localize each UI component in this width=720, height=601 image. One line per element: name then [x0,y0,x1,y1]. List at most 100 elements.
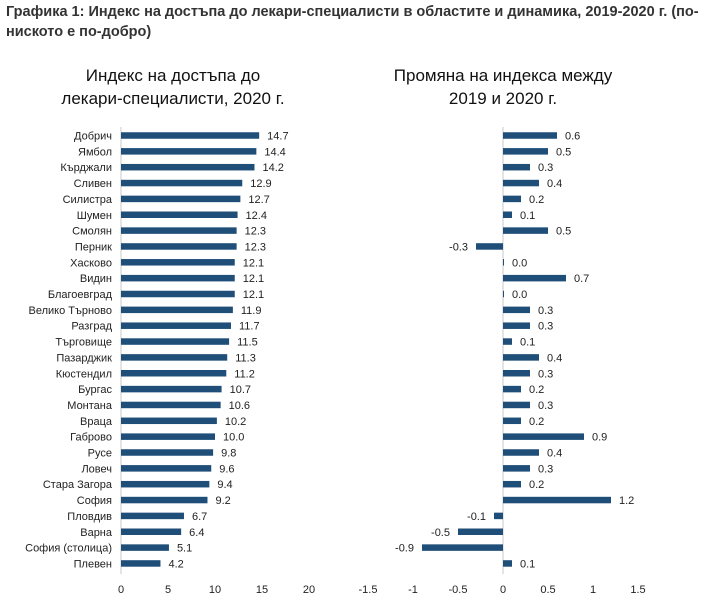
change-data-label: 0.2 [529,194,544,206]
index-bar [121,227,237,234]
category-label: Пловдив [67,511,112,523]
change-bar [503,449,539,456]
index-data-label: 9.2 [215,495,230,507]
category-label: Велико Търново [28,305,112,317]
index-data-label: 11.5 [237,337,258,349]
category-label: Кърджали [60,162,112,174]
index-data-label: 12.9 [250,178,271,190]
index-data-label: 12.3 [245,241,266,253]
index-data-label: 14.7 [267,131,288,143]
index-bar [121,433,215,440]
right-chart-title-line-1: Промяна на индекса между [394,66,613,85]
index-bar [121,211,238,218]
change-bar [503,465,530,472]
category-label: Плевен [74,558,112,570]
index-bar [121,370,227,377]
change-bar [503,132,557,139]
index-data-label: 4.2 [168,558,183,570]
left-x-tick-label: 10 [209,584,221,596]
change-bar [503,259,504,266]
change-data-label: 0.7 [574,273,589,285]
index-data-label: 10.6 [229,400,250,412]
index-bar [121,338,230,345]
index-bar [121,417,217,425]
index-data-label: 12.1 [243,257,264,269]
change-bar [503,322,530,329]
right-x-tick-label: -1.5 [359,584,378,596]
right-chart-plot: 0.60.50.30.40.20.10.5-0.30.00.70.00.30.3… [359,127,646,596]
category-label: Стара Загора [43,479,113,491]
category-label: Бургас [78,384,112,396]
change-data-label: 0.4 [547,352,562,364]
change-bar [503,354,539,361]
index-data-label: 12.7 [248,194,269,206]
change-data-label: 0.4 [547,178,562,190]
index-bar [121,290,235,298]
index-data-label: 14.2 [262,162,283,174]
index-bar [121,259,235,266]
index-data-label: 9.8 [221,448,236,460]
category-label: Разград [71,321,112,333]
change-bar [503,195,521,203]
change-data-label: 0.1 [520,210,535,222]
change-bar [503,148,548,155]
change-bar [503,338,512,345]
change-bar [422,544,503,551]
index-data-label: 11.2 [234,368,255,380]
index-data-label: 11.7 [239,321,260,333]
change-data-label: 0.2 [529,416,544,428]
index-data-label: 9.6 [219,463,234,475]
index-data-label: 5.1 [177,543,192,555]
change-data-label: 0.3 [538,162,553,174]
index-bar [121,243,237,250]
left-x-tick-label: 0 [118,584,124,596]
index-data-label: 6.7 [192,511,207,523]
change-data-label: 0.3 [538,305,553,317]
left-chart-title-line-2: лекари-специалисти, 2020 г. [61,89,284,108]
right-x-tick-label: -0.5 [449,584,468,596]
left-chart: Индекс на достъпа до лекари-специалисти,… [25,66,315,596]
index-data-label: 12.1 [243,273,264,285]
change-bar [503,417,521,425]
index-data-label: 10.2 [225,416,246,428]
index-bar [121,560,161,567]
index-bar [121,322,231,329]
change-bar [503,179,539,187]
change-bar [494,512,503,520]
change-bar [503,560,512,567]
change-data-label: 0.5 [556,146,571,158]
category-label: Перник [75,241,112,253]
index-data-label: 11.9 [241,305,262,317]
category-label: Търговище [55,337,112,349]
change-bar [503,385,521,393]
left-x-tick-label: 5 [165,584,171,596]
category-label: София [77,495,112,507]
index-bar [121,512,184,520]
change-bar [503,496,611,504]
chart-heading: Графика 1: Индекс на достъпа до лекари-с… [6,4,699,40]
index-bar [121,528,182,535]
category-label: Русе [88,448,112,460]
change-data-label: 0.2 [529,479,544,491]
category-label: Враца [80,416,113,428]
change-bar [503,274,566,282]
index-data-label: 12.3 [245,226,266,238]
change-data-label: 0.4 [547,448,562,460]
right-chart: Промяна на индекса между 2019 и 2020 г. … [359,66,646,596]
index-data-label: 14.4 [264,146,285,158]
index-bar [121,480,210,488]
change-bar [458,528,503,535]
change-data-label: 0.6 [565,131,580,143]
index-bar [121,179,243,187]
change-data-label: -0.1 [467,511,486,523]
index-bar [121,132,260,139]
right-x-tick-label: 0 [500,584,506,596]
change-data-label: -0.3 [449,241,468,253]
right-x-tick-label: 0.5 [540,584,555,596]
category-label: Ловеч [81,463,112,475]
change-data-label: 0.3 [538,463,553,475]
change-data-label: -0.5 [431,527,450,539]
change-data-label: 0.9 [592,432,607,444]
right-x-tick-label: 1 [590,584,596,596]
